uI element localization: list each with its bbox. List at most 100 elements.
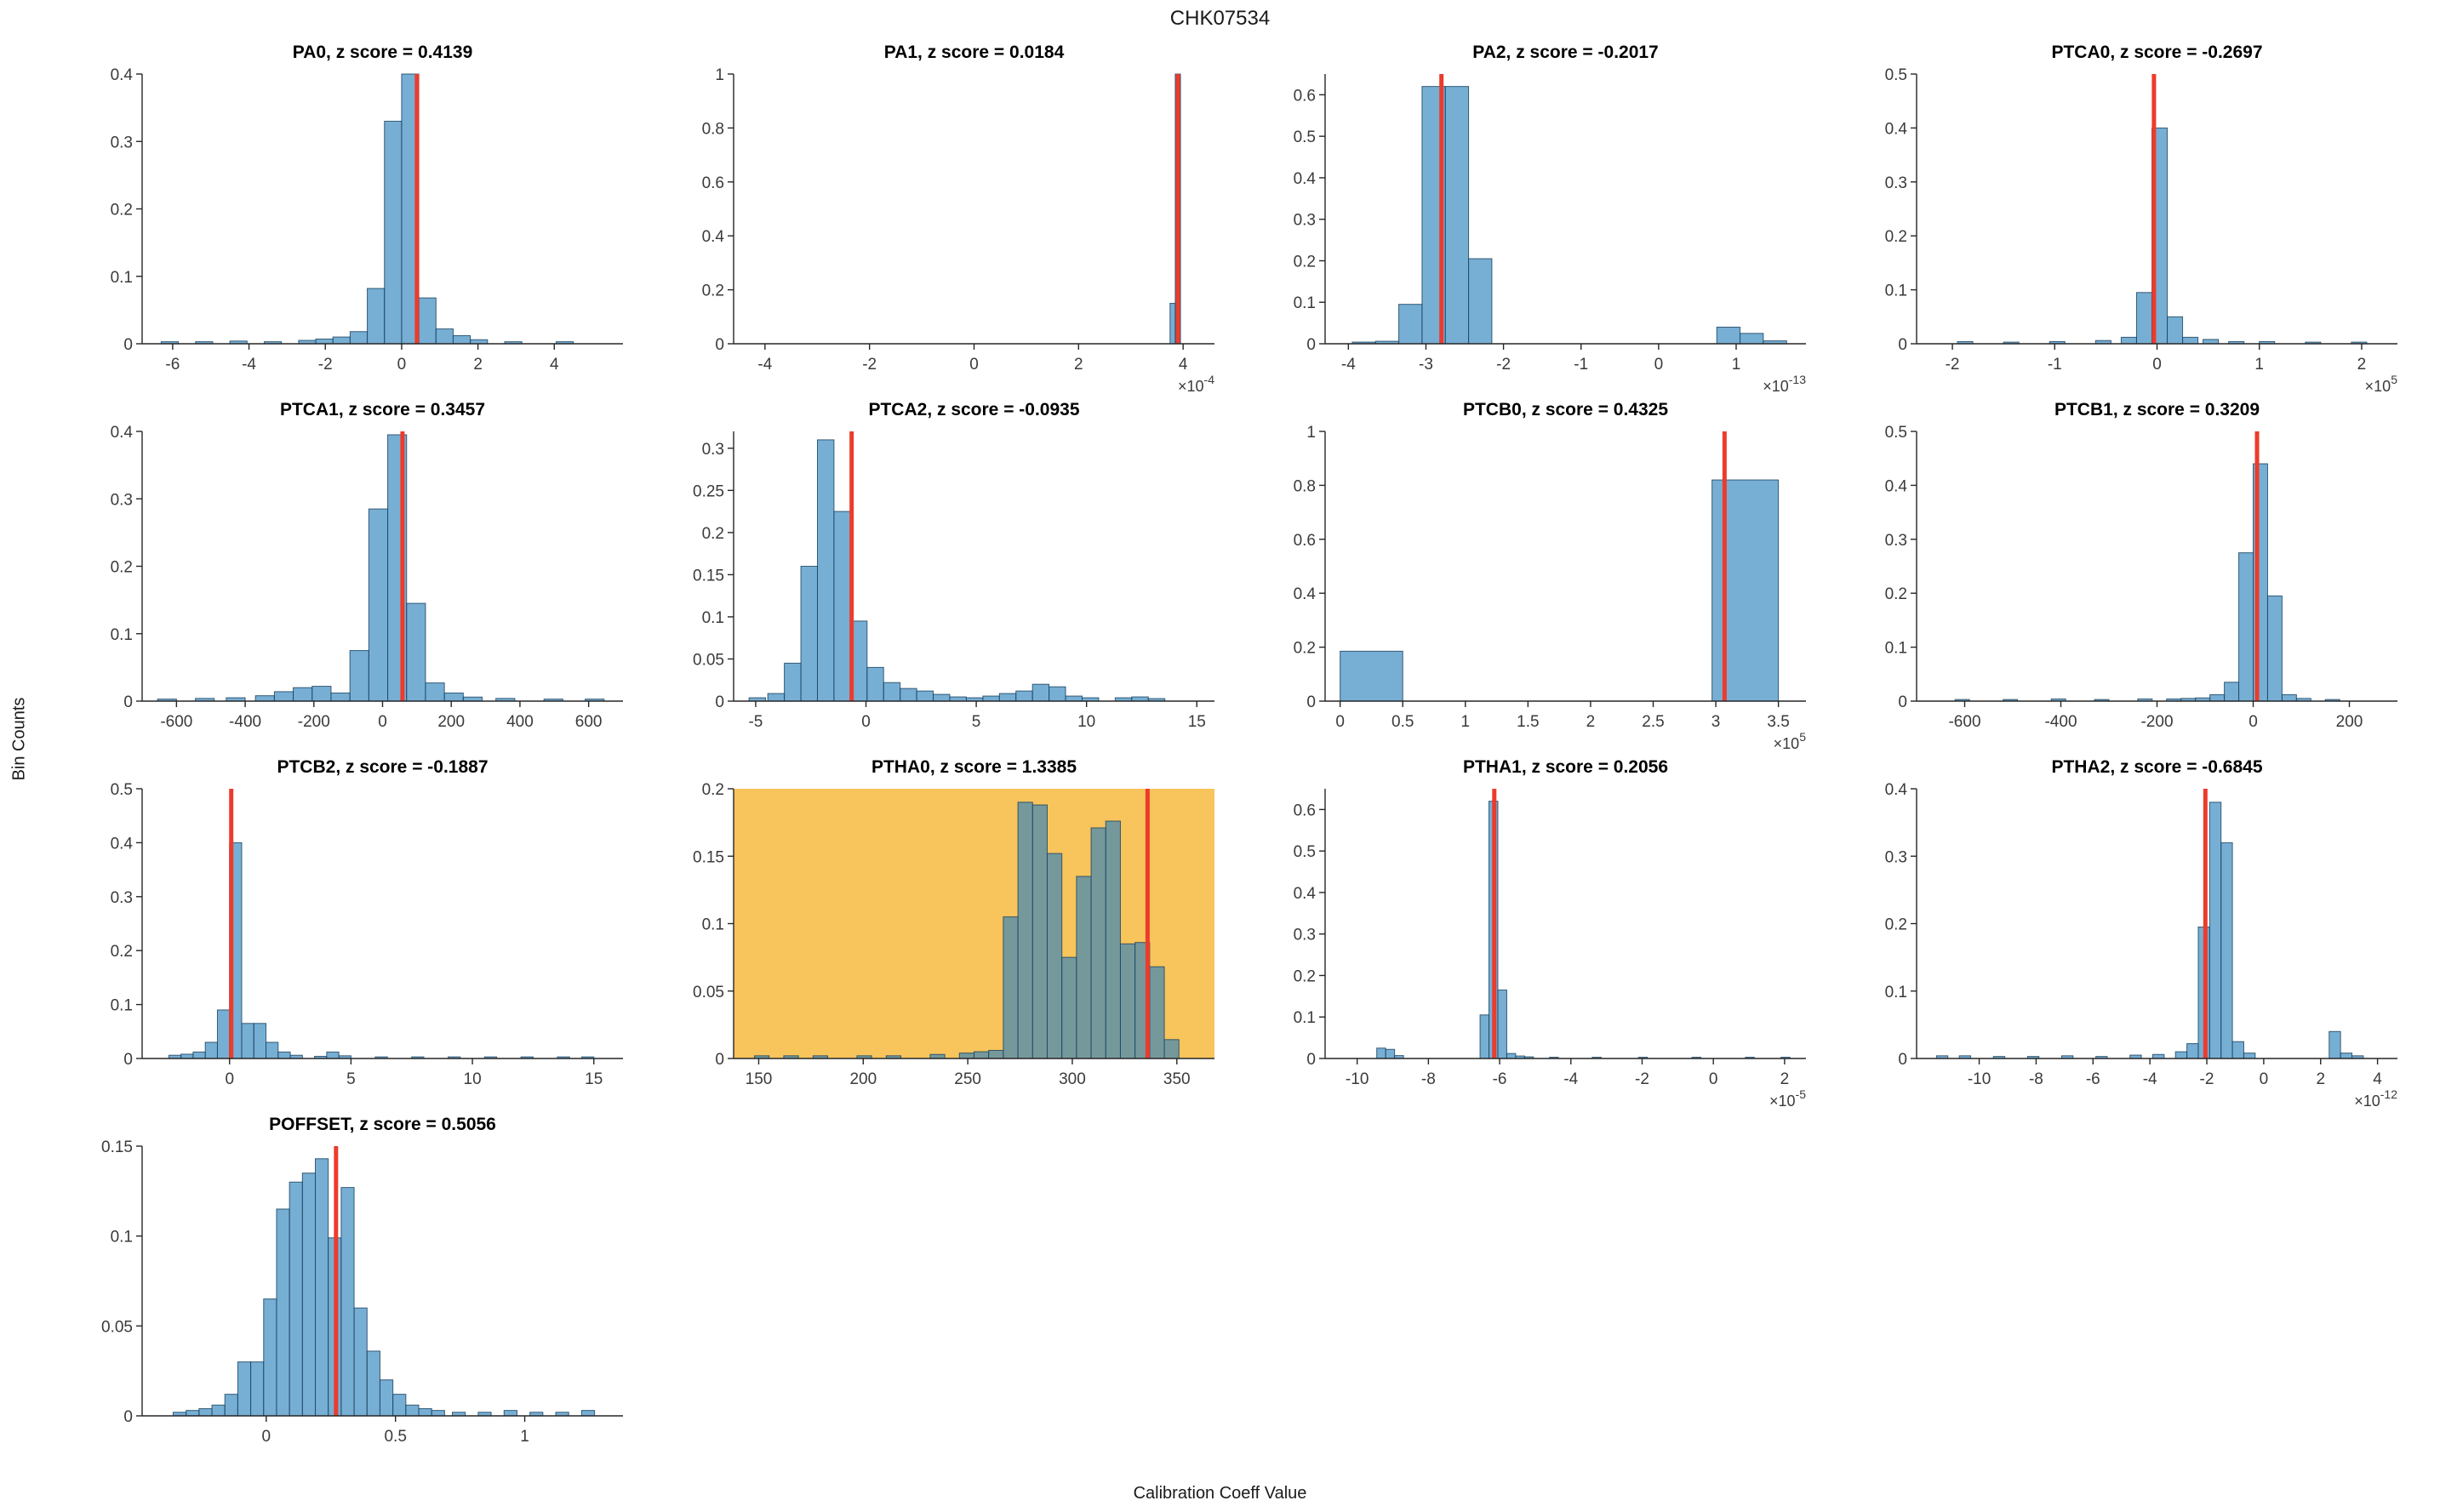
histogram-bar: [1049, 686, 1066, 702]
histogram-bar: [326, 1051, 340, 1059]
axis-exponent-label: ×105: [2365, 373, 2398, 393]
x-tick-label: -200: [2140, 713, 2173, 731]
histogram-bar: [1031, 683, 1050, 702]
chart-pa0: -6 -4 -2 0 2 4 0 0.1 0.2 0.3 0.4 PA0, z score = 0.4…: [61, 36, 653, 393]
y-tick-label: 0.3: [1294, 927, 1316, 944]
y-tick-label: 0.1: [1294, 294, 1316, 312]
histogram-bar: [816, 439, 835, 702]
figure-title: CHK07534: [1169, 7, 1271, 30]
histogram-bar: [2182, 336, 2199, 345]
chart-title: PTHA2, z score = -0.6845: [2051, 757, 2262, 777]
y-tick-label: 0.1: [1885, 984, 1907, 1001]
histogram-bar: [2151, 1053, 2165, 1059]
histogram-bar: [1046, 853, 1063, 1059]
histogram-bar: [2220, 842, 2233, 1059]
x-tick-label: 15: [585, 1070, 603, 1088]
x-tick-label: -2: [862, 356, 877, 374]
histogram-bar: [1398, 304, 1423, 345]
histogram-bar: [1479, 1014, 1490, 1059]
y-axis-label-wrap: Bin Counts: [0, 0, 39, 1478]
x-tick-label: -2: [318, 356, 333, 374]
x-tick-label: 2: [2357, 356, 2367, 374]
x-tick-label: 0: [2152, 356, 2162, 374]
y-tick-label: 0.3: [1885, 848, 1907, 866]
histogram-bar: [1017, 802, 1033, 1059]
chart-title: PTHA1, z score = 0.2056: [1463, 757, 1668, 777]
y-tick-label: 0.2: [1885, 916, 1907, 934]
histogram-bar: [2224, 682, 2240, 702]
histogram-bar: [311, 686, 332, 702]
x-tick-label: -4: [1341, 356, 1356, 374]
x-tick-label: -4: [757, 356, 772, 374]
y-tick-label: 0.25: [693, 482, 724, 500]
y-tick-label: 0.3: [111, 889, 133, 907]
histogram-bar: [443, 692, 464, 702]
histogram-bar: [949, 696, 967, 702]
histogram-bar: [289, 1181, 303, 1417]
chart-pa2: -4 -3 -2 -1 0 1 0 0.1 0.2 0.3 0.4 0.5 0.6 ×10-13 PA2, …: [1244, 36, 1836, 395]
histogram-bar: [204, 1041, 218, 1059]
y-tick-label: 1: [715, 66, 724, 84]
histogram-bar: [800, 566, 818, 702]
y-tick-label: 0.4: [1294, 585, 1317, 603]
x-tick-label: -400: [229, 713, 261, 731]
axis-exponent-label: ×105: [1774, 730, 1807, 750]
histogram-bar: [784, 662, 802, 702]
chart-svg-ptca2: -5 0 5 10 15 0 0.05 0.1 0.15 0.2 0.25 0.3 PTCA2, z s…: [693, 400, 1214, 731]
histogram-bar: [1716, 326, 1741, 345]
histogram-bar: [276, 1208, 290, 1417]
x-tick-label: 2: [1074, 356, 1083, 374]
histogram-bar: [211, 1404, 226, 1417]
y-tick-label: 0.2: [1294, 253, 1316, 271]
chart-svg-ptha0: 150 200 250 300 350 0 0.05 0.1 0.15 0.2 PTHA0, z s…: [693, 757, 1214, 1088]
histogram-bar: [1031, 804, 1048, 1059]
chart-title: PTCA1, z score = 0.3457: [280, 400, 485, 419]
histogram-bar: [1163, 1039, 1180, 1059]
x-tick-label: -10: [1346, 1070, 1369, 1088]
y-tick-label: 0: [1306, 1051, 1316, 1069]
histogram-bar: [1444, 86, 1470, 345]
histogram-bar: [2186, 1043, 2199, 1059]
y-tick-label: 0.6: [1294, 802, 1316, 819]
histogram-bar: [353, 1307, 368, 1417]
histogram-bar: [958, 1053, 974, 1059]
histogram-bar: [237, 1361, 252, 1417]
charts-grid: -6 -4 -2 0 2 4 0 0.1 0.2 0.3 0.4 PA0, z score = 0.4…: [61, 36, 2427, 1465]
chart-ptcb0: 0 0.5 1 1.5 2 2.5 3 3.5 0 0.2 0.4 0.6 0.8 1 ×105 PTCB0,…: [1244, 393, 1836, 752]
chart-ptha0: 150 200 250 300 350 0 0.05 0.1 0.15 0.2 PTHA0, z s…: [653, 750, 1244, 1108]
histogram-bar: [2209, 693, 2226, 702]
histogram-bar: [241, 1023, 254, 1059]
histogram-bar: [1711, 479, 1780, 702]
y-tick-label: 0.3: [1885, 174, 1907, 192]
chart-svg-ptcb1: -600 -400 -200 0 200 0 0.1 0.2 0.3 0.4 0.5 PTCB1, z…: [1885, 400, 2397, 731]
y-tick-label: 0.6: [1294, 87, 1316, 105]
histogram-bar: [2135, 292, 2152, 345]
histogram-bar: [900, 688, 917, 702]
y-tick-label: 0.8: [1294, 477, 1316, 495]
y-tick-label: 0.2: [702, 525, 724, 543]
histogram-bar: [1131, 696, 1149, 702]
x-tick-label: 0: [2249, 713, 2258, 731]
chart-ptca0: -2 -1 0 1 2 0 0.1 0.2 0.3 0.4 0.5 ×105 PTCA0, z scor…: [1836, 36, 2427, 395]
y-tick-label: 0.6: [1294, 532, 1316, 550]
y-tick-label: 0.3: [111, 134, 133, 151]
x-tick-label: 0: [378, 713, 387, 731]
chart-svg-poffset: 0 0.5 1 0 0.05 0.1 0.15 POFFSET, z score = 0.50…: [101, 1115, 623, 1446]
histogram-bar: [998, 693, 1017, 702]
y-tick-label: 0.8: [702, 120, 724, 138]
x-tick-label: 0: [225, 1070, 234, 1088]
x-tick-label: 0: [1709, 1070, 1718, 1088]
x-tick-label: 0: [969, 356, 979, 374]
histogram-bar: [405, 1404, 420, 1417]
y-tick-label: 0.2: [702, 282, 724, 300]
chart-title: PTCA0, z score = -0.2697: [2051, 43, 2262, 62]
chart-ptha1: -10 -8 -6 -4 -2 0 2 0 0.1 0.2 0.3 0.4 0.5 0.6 ×10-5 PTH…: [1244, 750, 1836, 1110]
histogram-bar: [929, 1053, 946, 1059]
y-tick-label: 1: [1306, 424, 1316, 442]
y-tick-label: 0.05: [101, 1318, 133, 1336]
x-tick-label: -600: [160, 713, 192, 731]
y-tick-label: 0: [1306, 336, 1316, 354]
y-tick-label: 0: [715, 693, 724, 711]
x-tick-label: 5: [346, 1070, 356, 1088]
y-tick-label: 0: [715, 1051, 724, 1069]
